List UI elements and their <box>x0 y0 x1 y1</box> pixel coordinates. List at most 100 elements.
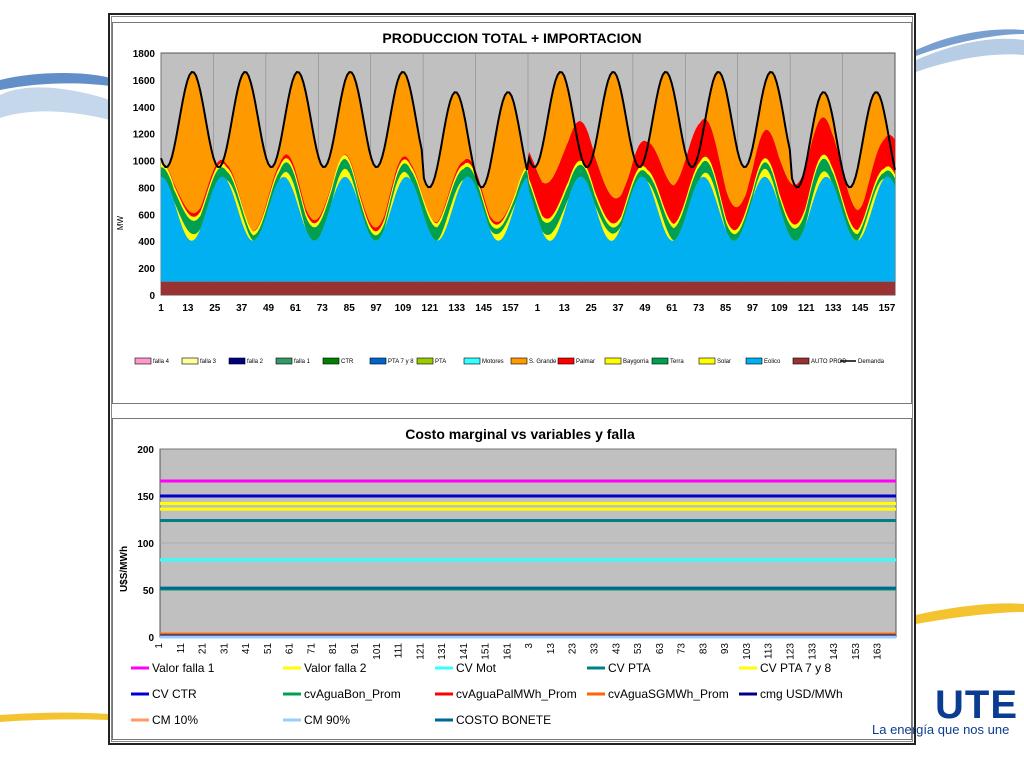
svg-text:falla 3: falla 3 <box>200 359 217 365</box>
slide-frame-inner <box>111 16 913 742</box>
cost-xtick: 91 <box>350 643 361 655</box>
production-ytick: 1000 <box>133 157 156 168</box>
cost-xtick: 1 <box>154 643 165 649</box>
legend-item-falla-3: falla 3 <box>181 357 217 365</box>
production-xtick: 25 <box>586 303 598 314</box>
cost-ytick: 150 <box>137 492 154 503</box>
svg-text:Valor falla 1: Valor falla 1 <box>152 661 215 675</box>
legend-item-cm-90-: CM 90% <box>283 713 350 727</box>
svg-text:falla 2: falla 2 <box>247 359 264 365</box>
series-demanda-line <box>160 71 896 189</box>
production-xtick: 1 <box>535 303 541 314</box>
svg-text:CV Mot: CV Mot <box>456 661 497 675</box>
production-xtick: 121 <box>798 303 815 314</box>
cost-xtick: 53 <box>633 643 644 655</box>
production-chart: PRODUCCION TOTAL + IMPORTACION MW 0 200 40… <box>116 30 896 365</box>
cost-chart-ylabel: U$S/MWh <box>119 546 130 592</box>
legend-item-cvaguabon-prom: cvAguaBon_Prom <box>283 687 401 701</box>
cost-xtick: 3 <box>524 643 535 649</box>
production-xtick: 61 <box>666 303 678 314</box>
production-xtick: 37 <box>613 303 625 314</box>
svg-text:COSTO BONETE: COSTO BONETE <box>456 713 551 727</box>
legend-item-pta-7-y-8: PTA 7 y 8 <box>369 357 414 365</box>
production-xtick: 145 <box>475 303 492 314</box>
production-xtick: 49 <box>639 303 651 314</box>
svg-text:cmg USD/MWh: cmg USD/MWh <box>760 687 843 701</box>
legend-item-costo-bonete: COSTO BONETE <box>435 713 551 727</box>
production-xtick: 73 <box>693 303 705 314</box>
legend-item-eolico: Eolico <box>745 357 781 365</box>
cost-xtick: 61 <box>285 643 296 655</box>
legend-item-auto-prod: AUTO PROD <box>792 357 847 365</box>
production-xtick: 97 <box>747 303 759 314</box>
svg-text:CTR: CTR <box>341 359 354 365</box>
svg-text:Solar: Solar <box>717 359 731 365</box>
cost-xtick: 103 <box>742 643 753 660</box>
production-xtick: 109 <box>771 303 788 314</box>
cost-xtick: 151 <box>481 643 492 660</box>
cost-xtick: 131 <box>437 643 448 660</box>
cost-xtick: 163 <box>873 643 884 660</box>
series-sgrande-area <box>161 72 895 231</box>
cost-xtick: 41 <box>241 643 252 655</box>
production-xtick: 73 <box>317 303 329 314</box>
legend-item-cvaguasgmwh-prom: cvAguaSGMWh_Prom <box>587 687 729 701</box>
production-ytick: 800 <box>138 183 155 194</box>
production-ytick: 200 <box>138 264 155 275</box>
series-terra-area <box>161 158 895 241</box>
cost-xtick: 83 <box>698 643 709 655</box>
cost-xtick: 111 <box>394 643 405 659</box>
cost-xtick: 143 <box>829 643 840 660</box>
svg-text:CV PTA: CV PTA <box>608 661 650 675</box>
production-xtick: 157 <box>502 303 519 314</box>
series-solar-area <box>161 168 895 241</box>
legend-item-cvaguapalmwh-prom: cvAguaPalMWh_Prom <box>435 687 577 701</box>
production-ytick: 1800 <box>133 49 156 60</box>
legend-item-cmg-usd-mwh: cmg USD/MWh <box>739 687 843 701</box>
svg-text:cvAguaPalMWh_Prom: cvAguaPalMWh_Prom <box>456 687 577 701</box>
production-ytick: 1400 <box>133 103 156 114</box>
svg-text:Motores: Motores <box>482 359 504 365</box>
production-xtick: 85 <box>344 303 356 314</box>
cost-xtick: 73 <box>677 643 688 655</box>
cost-xtick: 113 <box>764 643 775 659</box>
svg-text:CV PTA 7 y 8: CV PTA 7 y 8 <box>760 661 831 675</box>
cost-xtick: 71 <box>306 643 317 655</box>
legend-item-falla-4: falla 4 <box>134 357 170 365</box>
svg-text:S. Grande: S. Grande <box>529 359 557 365</box>
legend-item-demanda: Demanda <box>840 359 885 365</box>
svg-text:cvAguaBon_Prom: cvAguaBon_Prom <box>304 687 401 701</box>
legend-item-cv-pta: CV PTA <box>587 661 650 675</box>
cost-xtick: 11 <box>176 643 187 654</box>
svg-text:Valor falla 2: Valor falla 2 <box>304 661 367 675</box>
production-xtick: 37 <box>236 303 248 314</box>
svg-text:PTA 7 y 8: PTA 7 y 8 <box>388 359 414 365</box>
legend-item-s-grande: S. Grande <box>510 357 557 365</box>
svg-text:cvAguaSGMWh_Prom: cvAguaSGMWh_Prom <box>608 687 729 701</box>
cost-xtick: 21 <box>198 643 209 655</box>
cost-xtick: 33 <box>590 643 601 655</box>
cost-ytick: 0 <box>148 633 154 644</box>
cost-xtick: 123 <box>785 643 796 660</box>
svg-text:Eolico: Eolico <box>764 359 781 365</box>
production-xtick: 61 <box>290 303 302 314</box>
legend-item-motores: Motores <box>463 357 504 365</box>
svg-text:Terra: Terra <box>670 359 684 365</box>
svg-text:falla 4: falla 4 <box>153 359 170 365</box>
legend-item-valor-falla-1: Valor falla 1 <box>131 661 215 675</box>
cost-xtick: 93 <box>720 643 731 655</box>
production-chart-ylabel: MW <box>116 215 125 230</box>
production-ytick: 1600 <box>133 76 156 87</box>
svg-text:CM 90%: CM 90% <box>304 713 350 727</box>
cost-xtick: 13 <box>546 643 557 655</box>
cost-xtick: 153 <box>851 643 862 660</box>
cost-xtick: 161 <box>502 643 513 660</box>
cost-xtick: 81 <box>328 643 339 655</box>
svg-text:Baygorria: Baygorria <box>623 359 649 365</box>
legend-item-cv-pta-7-y-8: CV PTA 7 y 8 <box>739 661 831 675</box>
legend-item-cm-10-: CM 10% <box>131 713 198 727</box>
svg-text:Palmar: Palmar <box>576 359 595 365</box>
series-auto-prod-area <box>161 281 895 295</box>
production-chart-panel: PRODUCCION TOTAL + IMPORTACION MW 0 200 40… <box>112 22 912 404</box>
legend-item-pta: PTA <box>416 357 446 365</box>
